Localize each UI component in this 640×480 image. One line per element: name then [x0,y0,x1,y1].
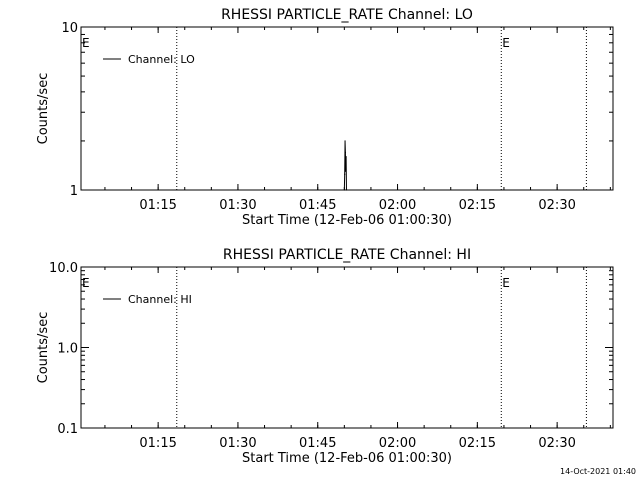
x-axis-label: Start Time (12-Feb-06 01:00:30) [242,451,452,466]
y-tick-label: 1.0 [57,342,78,357]
legend-label: Channel: HI [128,293,192,306]
plot-area [80,266,614,429]
x-tick-label: 01:30 [219,436,256,451]
time-marker-label: E [502,276,510,290]
y-tick-label: 10 [61,21,78,36]
chart-panel-1: RHESSI PARTICLE_RATE Channel: LO 01:15 01:… [36,7,614,228]
chart-title: RHESSI PARTICLE_RATE Channel: HI [223,247,471,263]
y-tick-label: 0.1 [57,422,78,437]
time-marker-label: E [502,36,510,50]
y-axis-label: Counts/sec [36,312,51,384]
series-point [344,173,346,175]
x-tick-label: 02:00 [379,198,416,213]
series-point [345,189,348,191]
series-line [343,140,347,191]
x-tick-label: 02:30 [538,198,575,213]
x-tick-label: 02:30 [538,436,575,451]
x-tick-label: 01:15 [139,198,176,213]
x-tick-label: 02:00 [379,436,416,451]
series-point [345,156,347,158]
y-axis-label: Counts/sec [36,73,51,145]
x-tick-label: 01:15 [139,436,176,451]
series-point [345,170,347,173]
x-axis-label: Start Time (12-Feb-06 01:00:30) [242,213,452,228]
time-marker-label: E [82,36,90,50]
time-marker-label: E [82,276,90,290]
x-tick-label: 01:30 [219,198,256,213]
plot-area [80,26,614,191]
series-point [343,189,345,191]
x-tick-label: 02:15 [459,436,496,451]
y-tick-label: 1 [70,184,78,199]
x-tick-label: 01:45 [299,436,336,451]
footer-timestamp: 14-Oct-2021 01:40 [560,467,636,476]
x-tick-label: 02:15 [459,198,496,213]
series-point [344,140,346,142]
legend-label: Channel: LO [128,53,195,66]
y-tick-label: 10.0 [49,261,78,276]
x-tick-label: 01:45 [299,198,336,213]
chart-panel-2: RHESSI PARTICLE_RATE Channel: HI 01:15 01:… [36,247,614,466]
series-point [344,151,347,154]
chart-title: RHESSI PARTICLE_RATE Channel: LO [221,7,473,23]
